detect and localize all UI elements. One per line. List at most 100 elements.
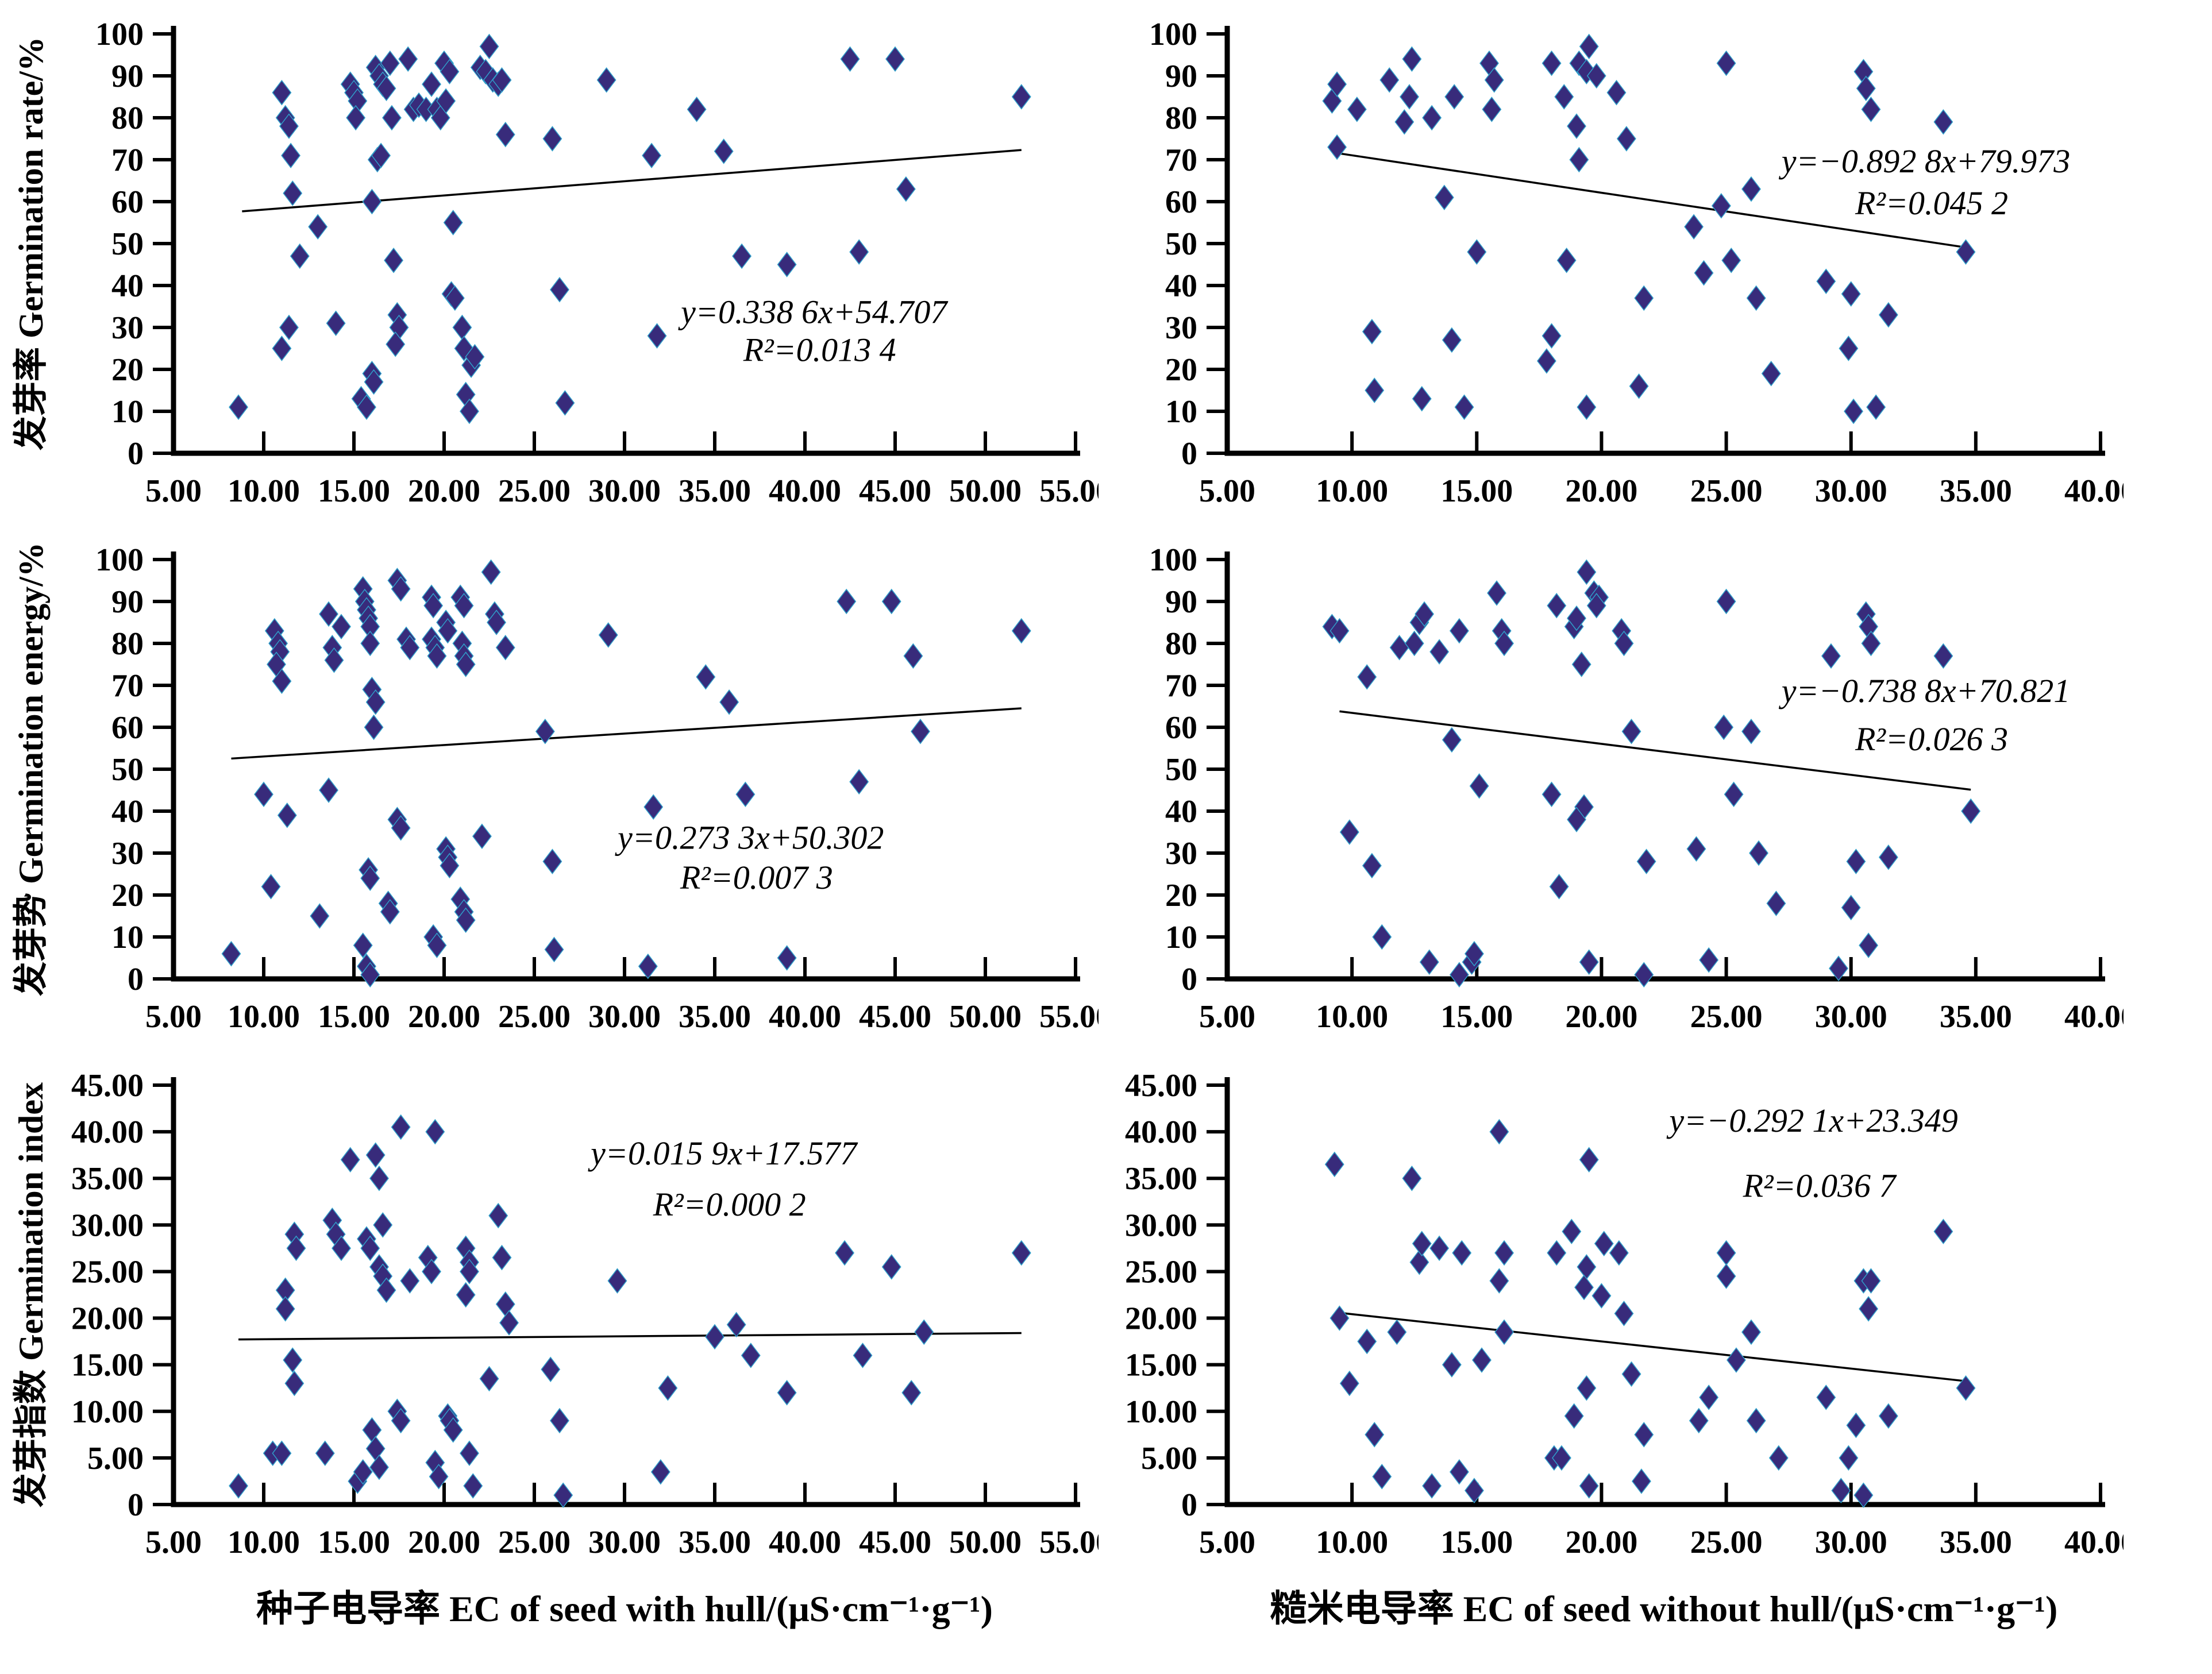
- data-point: [1574, 1274, 1594, 1301]
- data-point: [901, 1380, 922, 1406]
- data-point: [1324, 1151, 1344, 1178]
- data-point: [732, 243, 752, 269]
- data-point: [1694, 260, 1714, 286]
- y-tick-label: 25.00: [1125, 1254, 1197, 1290]
- data-point: [1329, 618, 1350, 644]
- data-point: [1821, 643, 1841, 669]
- data-point: [454, 593, 474, 619]
- data-point: [360, 1235, 380, 1262]
- data-point: [1816, 1384, 1836, 1410]
- trend-line: [1339, 710, 1971, 791]
- data-point: [1878, 302, 1898, 328]
- y-tick-label: 100: [1149, 542, 1197, 578]
- data-points: [1322, 559, 1981, 988]
- data-point: [1586, 63, 1606, 89]
- x-tick-label: 35.00: [679, 473, 751, 509]
- data-point: [1878, 1403, 1898, 1429]
- data-point: [840, 46, 860, 72]
- data-point: [346, 105, 366, 131]
- data-point: [1542, 50, 1562, 76]
- y-tick-label: 40: [1165, 794, 1197, 830]
- data-point: [1489, 1268, 1509, 1294]
- data-point: [1394, 109, 1415, 135]
- y-tick-label: 100: [1149, 17, 1197, 52]
- data-point: [400, 635, 420, 661]
- data-point: [1011, 1240, 1031, 1266]
- data-point: [837, 588, 857, 615]
- x-tick-label: 35.00: [1940, 999, 2012, 1035]
- data-point: [1422, 1473, 1442, 1499]
- data-point: [272, 335, 292, 361]
- x-tick-label: 20.00: [1565, 999, 1637, 1035]
- data-point: [353, 932, 373, 958]
- data-point: [427, 932, 447, 958]
- data-point: [1347, 97, 1367, 122]
- data-point: [1844, 398, 1864, 425]
- data-point: [1631, 1468, 1651, 1494]
- data-point: [1542, 781, 1562, 808]
- data-point: [1853, 1482, 1874, 1509]
- y-tick-label: 50: [111, 752, 144, 788]
- scatter-panel-germination-energy-without-hull: 5.00 10.00 15.00 20.00 25.00 30.00 35.00 40.00 0…: [1149, 542, 2124, 1035]
- data-point: [1577, 1375, 1597, 1401]
- data-point: [1449, 618, 1469, 644]
- data-point: [1404, 630, 1424, 657]
- data-point: [1429, 1235, 1450, 1262]
- data-point: [1419, 949, 1439, 975]
- data-point: [438, 618, 458, 644]
- axes: [1224, 1077, 2105, 1507]
- y-tick-label: 5.00: [87, 1441, 144, 1476]
- data-point: [460, 398, 479, 425]
- y-tick-label: 80: [111, 626, 144, 662]
- data-point: [465, 344, 485, 370]
- data-point: [1689, 1407, 1709, 1434]
- x-axis-ticks: 5.00 10.00 15.00 20.00 25.00 30.00 35.00 40.00: [1199, 957, 2124, 1035]
- data-point: [319, 601, 338, 627]
- x-tick-label: 45.00: [859, 999, 931, 1035]
- data-point: [376, 75, 396, 102]
- equation-label: y=0.273 3x+50.302: [615, 819, 884, 857]
- data-point: [726, 1312, 746, 1338]
- data-point: [741, 1343, 761, 1368]
- x-tick-label: 10.00: [1316, 1525, 1388, 1560]
- data-point: [1609, 1240, 1629, 1266]
- data-point: [1412, 385, 1432, 412]
- x-tick-label: 20.00: [1565, 1525, 1637, 1560]
- y-tick-label: 10.00: [1125, 1394, 1197, 1430]
- data-point: [332, 1235, 351, 1262]
- panel-germination-energy-with-hull: 5.00 10.00 15.00 20.00 25.00 30.00 35.00 40.00 4…: [7, 534, 1099, 1059]
- data-points: [221, 559, 1031, 988]
- y-tick-label: 0: [128, 962, 144, 997]
- data-point: [1933, 109, 1953, 135]
- data-point: [422, 71, 441, 97]
- data-point: [1766, 890, 1786, 916]
- data-point: [495, 635, 515, 661]
- data-point: [1636, 848, 1656, 874]
- x-tick-label: 50.00: [949, 473, 1022, 509]
- data-point: [1591, 1283, 1612, 1309]
- data-point: [1365, 1422, 1385, 1448]
- data-point: [1634, 285, 1654, 311]
- x-tick-label: 20.00: [408, 999, 480, 1035]
- r-squared-label: R²=0.007 3: [680, 859, 833, 896]
- data-point: [1442, 727, 1462, 753]
- y-tick-label: 30: [1165, 310, 1197, 346]
- data-point: [488, 1202, 508, 1229]
- y-tick-label: 80: [111, 101, 144, 136]
- data-point: [1839, 335, 1859, 361]
- data-point: [849, 769, 869, 795]
- y-tick-label: 50: [1165, 226, 1197, 262]
- data-point: [1714, 714, 1734, 740]
- data-point: [1389, 635, 1409, 661]
- data-point: [283, 1347, 303, 1373]
- data-point: [423, 593, 444, 619]
- data-point: [229, 1473, 248, 1499]
- data-point: [340, 1147, 360, 1173]
- data-point: [326, 310, 346, 336]
- y-axis-ticks: 0 10 20 30 40 50 60 70 80 90 100: [1149, 17, 1227, 472]
- data-point: [1554, 84, 1574, 110]
- data-point: [535, 719, 555, 745]
- data-point: [1606, 79, 1627, 106]
- x-axis-title-without-hull: 糙米电导率 EC of seed without hull/(μS·cm⁻¹·g…: [1270, 1588, 2058, 1629]
- y-axis-ticks: 0 5.00 10.00 15.00 20.00 25.00 30.00 35.00 40.00…: [1125, 1068, 1227, 1523]
